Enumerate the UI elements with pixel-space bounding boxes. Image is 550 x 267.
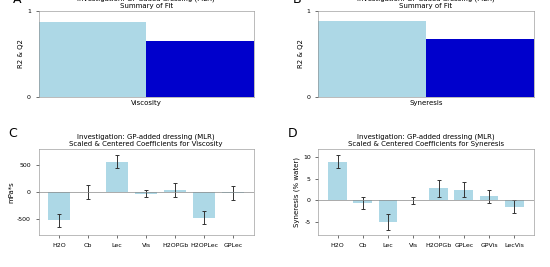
Bar bbox=[426, 39, 534, 97]
Text: C: C bbox=[8, 127, 17, 140]
Bar bbox=[39, 22, 146, 97]
Bar bbox=[164, 190, 186, 192]
Bar bbox=[429, 189, 448, 201]
Text: D: D bbox=[288, 127, 298, 140]
Y-axis label: R2 & Q2: R2 & Q2 bbox=[298, 39, 304, 68]
Y-axis label: Syneresis (% water): Syneresis (% water) bbox=[294, 157, 300, 227]
Bar bbox=[106, 162, 128, 192]
Bar bbox=[328, 162, 347, 201]
Title: Investigation: GP-added dressing (MLR)
Summary of Fit: Investigation: GP-added dressing (MLR) S… bbox=[78, 0, 215, 9]
Bar bbox=[48, 192, 70, 220]
Title: Investigation: GP-added dressing (MLR)
Summary of Fit: Investigation: GP-added dressing (MLR) S… bbox=[357, 0, 494, 9]
Text: B: B bbox=[293, 0, 301, 6]
Y-axis label: R2 & Q2: R2 & Q2 bbox=[18, 39, 24, 68]
Bar bbox=[480, 196, 498, 201]
Bar bbox=[505, 201, 524, 207]
Bar bbox=[454, 190, 473, 201]
Text: A: A bbox=[13, 0, 21, 6]
Bar bbox=[135, 192, 157, 194]
X-axis label: Viscosity: Viscosity bbox=[131, 100, 162, 106]
Bar bbox=[353, 201, 372, 203]
Bar bbox=[378, 201, 398, 222]
Bar bbox=[146, 41, 254, 97]
Bar bbox=[318, 21, 426, 97]
Title: Investigation: GP-added dressing (MLR)
Scaled & Centered Coefficients for Synere: Investigation: GP-added dressing (MLR) S… bbox=[348, 134, 504, 147]
Bar bbox=[193, 192, 215, 218]
Title: Investigation: GP-added dressing (MLR)
Scaled & Centered Coefficients for Viscos: Investigation: GP-added dressing (MLR) S… bbox=[69, 134, 223, 147]
X-axis label: Syneresis: Syneresis bbox=[409, 100, 443, 106]
Y-axis label: mPa*s: mPa*s bbox=[8, 181, 14, 203]
Bar bbox=[222, 192, 244, 194]
